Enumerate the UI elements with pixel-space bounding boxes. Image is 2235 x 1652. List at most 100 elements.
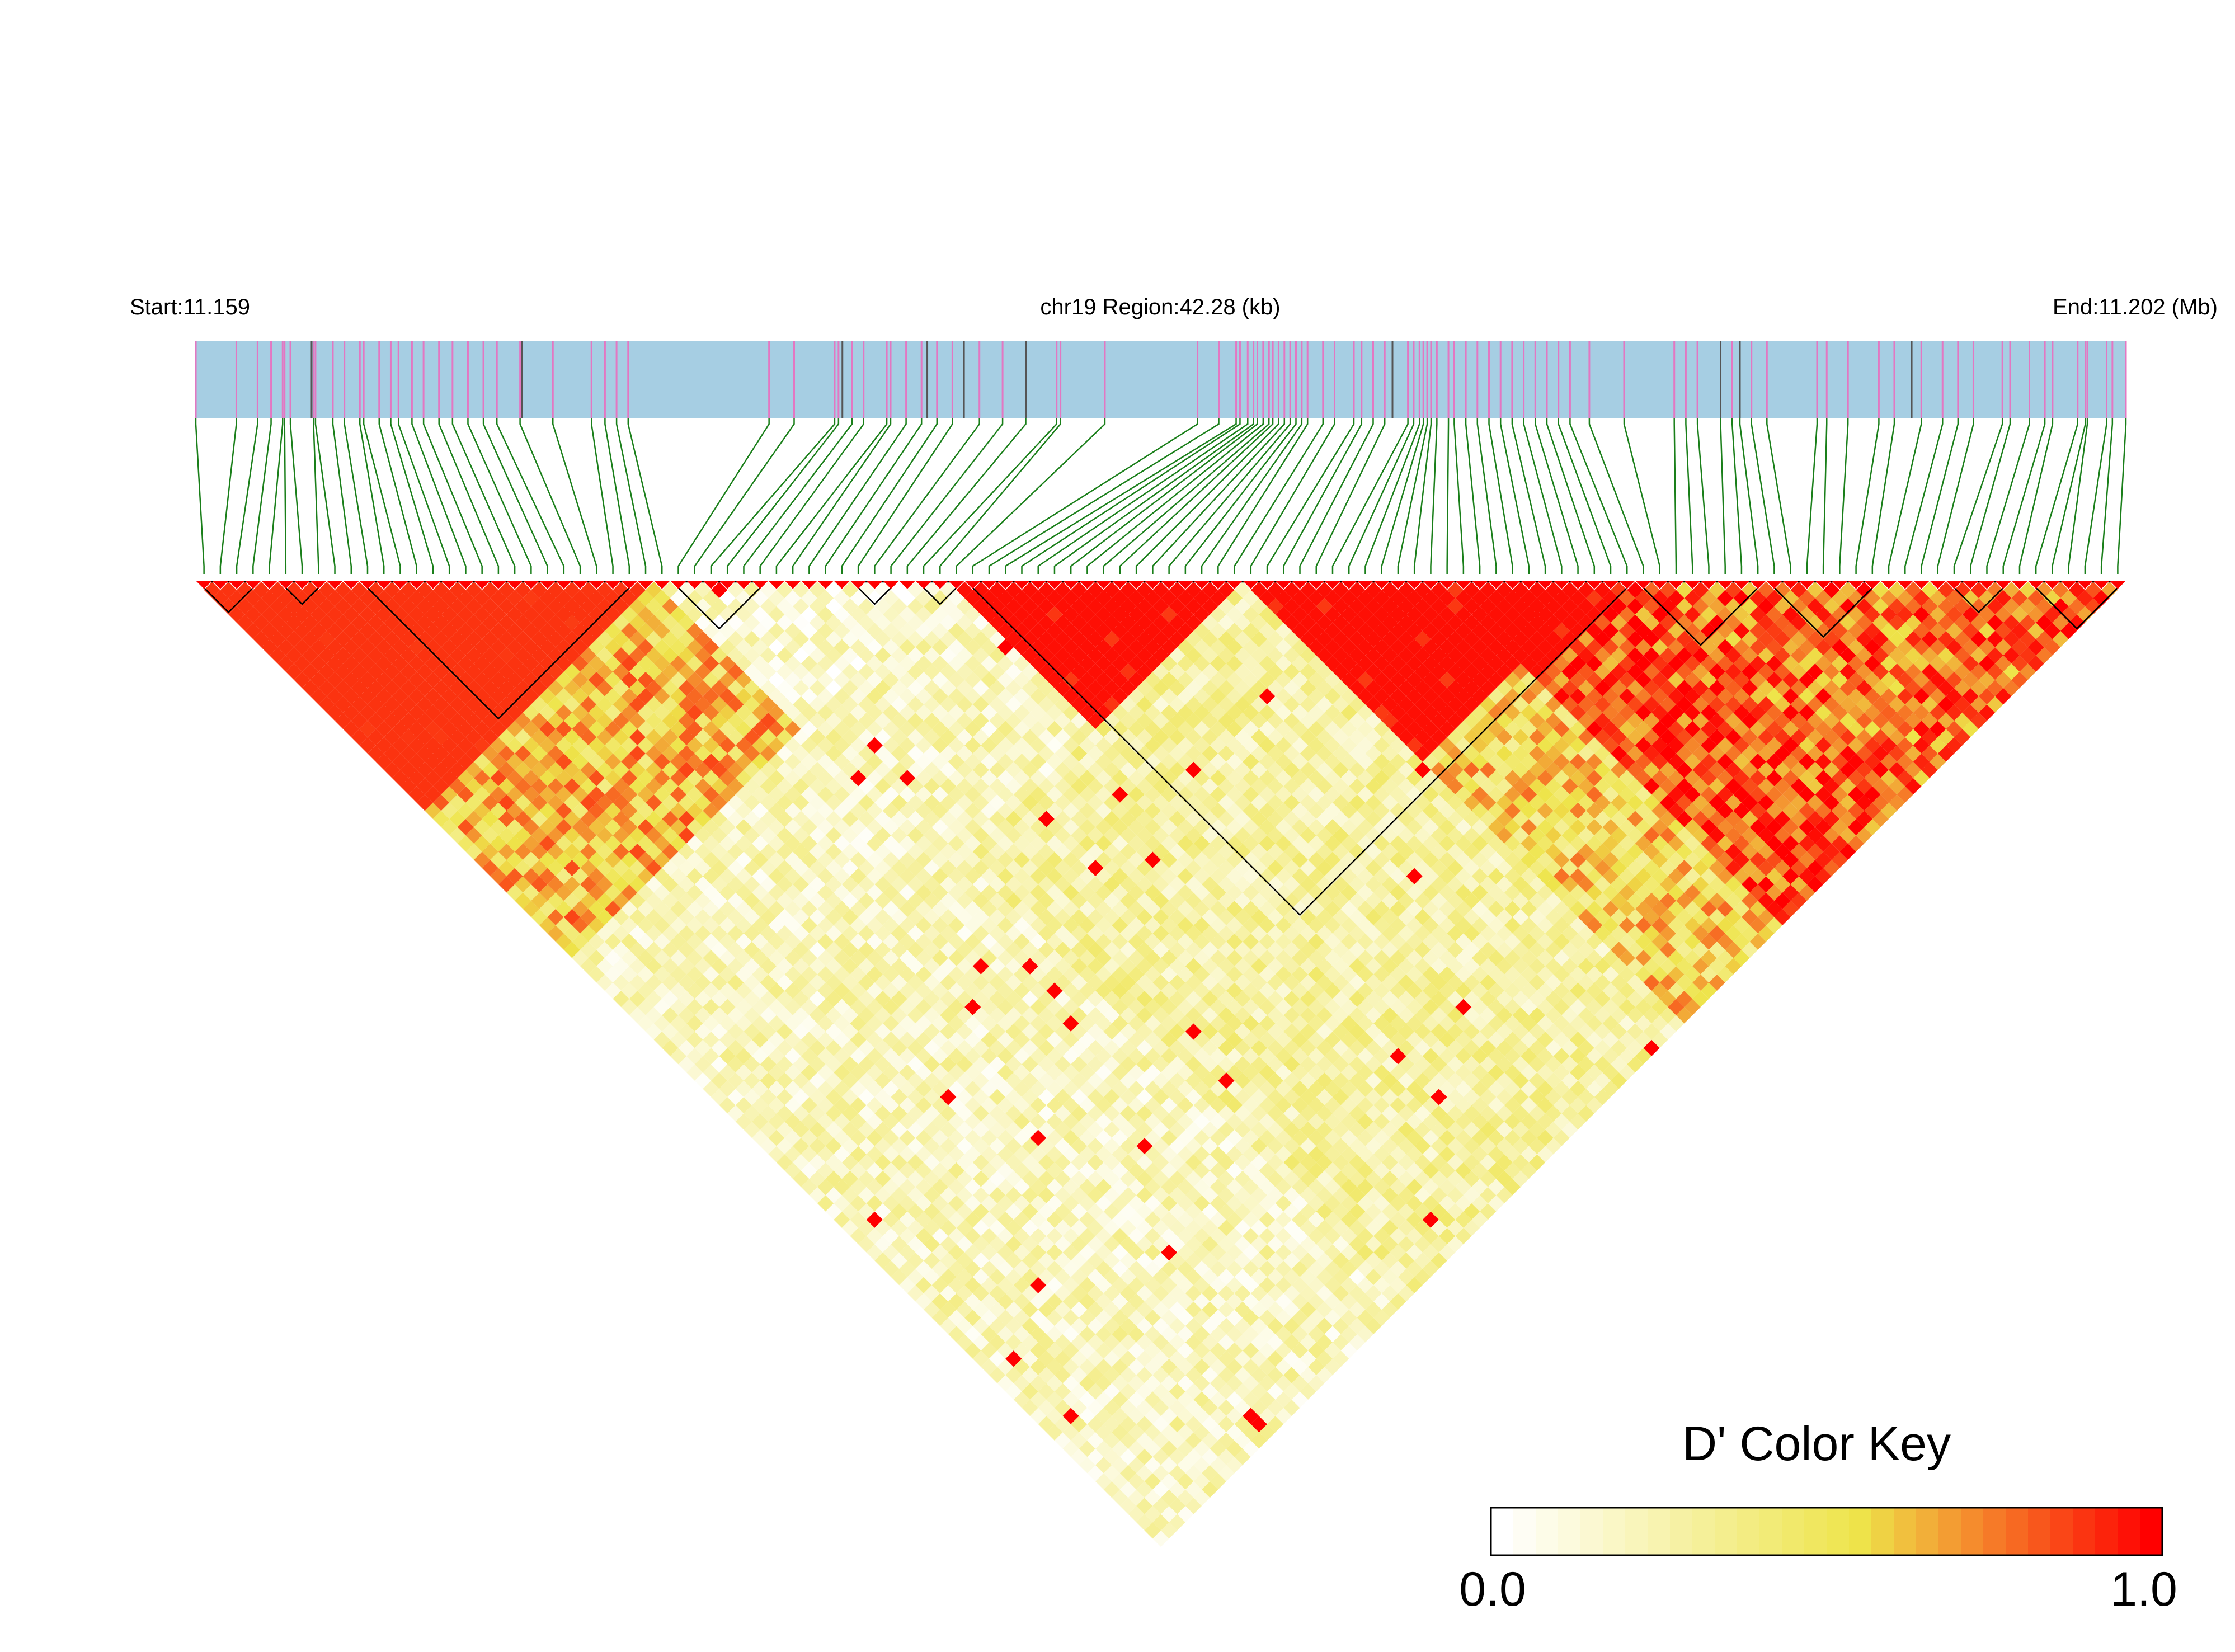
ld-cell bbox=[392, 655, 409, 672]
snp-connector-line bbox=[236, 418, 258, 574]
ld-cell bbox=[1087, 925, 1104, 942]
ld-cell bbox=[850, 671, 867, 689]
ld-cell bbox=[727, 778, 744, 795]
ld-cell bbox=[727, 582, 744, 599]
snp-connector-line bbox=[874, 418, 980, 574]
snp-connector-line bbox=[1986, 418, 2030, 574]
ld-cell bbox=[604, 818, 622, 836]
snp-connector-line bbox=[1446, 418, 1450, 574]
ld-cell bbox=[1087, 1268, 1104, 1286]
ld-cell bbox=[850, 868, 867, 884]
snp-connector-line bbox=[1731, 418, 1743, 574]
ld-cell bbox=[964, 917, 981, 934]
ld-heatmap-cells bbox=[204, 582, 2118, 1547]
snp-connector-line bbox=[1364, 418, 1420, 574]
ld-cell bbox=[457, 688, 474, 705]
ld-cell bbox=[850, 933, 867, 950]
snp-connector-line bbox=[1184, 418, 1297, 574]
ld-cell bbox=[964, 721, 981, 737]
snp-connector-line bbox=[1250, 418, 1335, 574]
snp-connector-line bbox=[519, 418, 581, 574]
ld-cell bbox=[228, 606, 245, 623]
ld-cell bbox=[850, 949, 867, 967]
ld-cell bbox=[1267, 1105, 1284, 1122]
snp-connector-line bbox=[2100, 418, 2114, 574]
ld-cell bbox=[457, 802, 474, 819]
snp-connector-line bbox=[808, 418, 907, 574]
snp-connector-line bbox=[743, 418, 853, 574]
snp-connector-line bbox=[2052, 418, 2086, 574]
ld-cell bbox=[1087, 1252, 1104, 1269]
ld-cell bbox=[457, 655, 474, 672]
ld-cell bbox=[964, 933, 981, 950]
ld-cell bbox=[1267, 1220, 1284, 1236]
snp-connector-line bbox=[269, 418, 284, 574]
ld-cell bbox=[1267, 1089, 1284, 1105]
ld-cell bbox=[392, 770, 409, 787]
ld-cell bbox=[1267, 1154, 1284, 1171]
ld-cell bbox=[515, 860, 531, 877]
ld-cell bbox=[964, 1195, 981, 1212]
snp-connector-line bbox=[841, 418, 938, 574]
ld-cell bbox=[964, 1244, 981, 1261]
ld-cell bbox=[727, 925, 744, 942]
ld-cell bbox=[515, 614, 531, 631]
ld-cell bbox=[1087, 1170, 1104, 1187]
ld-cell bbox=[727, 860, 744, 877]
snp-connector-line bbox=[2084, 418, 2107, 574]
snp-connector-line bbox=[923, 418, 1057, 574]
ld-cell bbox=[727, 811, 744, 827]
ld-cell bbox=[392, 639, 409, 656]
snp-connector-line bbox=[627, 418, 663, 574]
ld-cell bbox=[850, 639, 867, 656]
snp-connector-line bbox=[411, 418, 467, 574]
ld-cell bbox=[964, 982, 981, 999]
snp-connector-line bbox=[604, 418, 630, 574]
ld-cell bbox=[604, 901, 622, 917]
ld-cell bbox=[1267, 1350, 1284, 1367]
ld-cell bbox=[964, 786, 981, 803]
ld-cell bbox=[850, 901, 867, 917]
snp-connector-line bbox=[1696, 418, 1710, 574]
snp-connector-line bbox=[1806, 418, 1818, 574]
ld-cell bbox=[850, 1195, 867, 1212]
ld-cell bbox=[850, 1211, 867, 1228]
snp-connector-line bbox=[1623, 418, 1660, 574]
ld-cell bbox=[261, 606, 278, 623]
ld-cell bbox=[850, 623, 867, 639]
ld-cell bbox=[277, 655, 294, 672]
end-label: End:11.202 (Mb) bbox=[2053, 295, 2218, 319]
ld-cell bbox=[392, 721, 409, 737]
snp-connector-line bbox=[1021, 418, 1241, 574]
snp-connector-line bbox=[2035, 418, 2078, 574]
snp-connector-line bbox=[2002, 418, 2046, 574]
ld-cell bbox=[1087, 909, 1104, 925]
snp-connector-line bbox=[1168, 418, 1291, 574]
snp-connector-line bbox=[857, 418, 953, 574]
ld-cell bbox=[1267, 1301, 1284, 1318]
snp-connector-line bbox=[825, 418, 923, 574]
ld-cell bbox=[1087, 1121, 1104, 1138]
ld-cell bbox=[1267, 1383, 1284, 1400]
ld-cell bbox=[727, 712, 744, 729]
ld-cell bbox=[727, 958, 744, 975]
ld-cell bbox=[1087, 876, 1104, 893]
ld-cell bbox=[335, 680, 351, 696]
ld-cell bbox=[850, 802, 867, 819]
ld-cell bbox=[392, 704, 409, 721]
snp-connector-line bbox=[1315, 418, 1386, 574]
ld-cell bbox=[850, 770, 867, 787]
ld-cell bbox=[1087, 1301, 1104, 1318]
ld-cell bbox=[1087, 1383, 1104, 1400]
ld-cell bbox=[604, 933, 622, 950]
ld-cell bbox=[457, 671, 474, 689]
ld-cell bbox=[457, 818, 474, 836]
snp-connector-line bbox=[1569, 418, 1628, 574]
ld-cell bbox=[335, 614, 351, 631]
ld-cell bbox=[277, 590, 294, 606]
snp-connector-line bbox=[972, 418, 1198, 574]
ld-cell bbox=[964, 1096, 981, 1114]
ld-cell bbox=[604, 655, 622, 672]
snp-connector-line bbox=[1135, 418, 1279, 574]
snp-connector-line bbox=[1969, 418, 2011, 574]
